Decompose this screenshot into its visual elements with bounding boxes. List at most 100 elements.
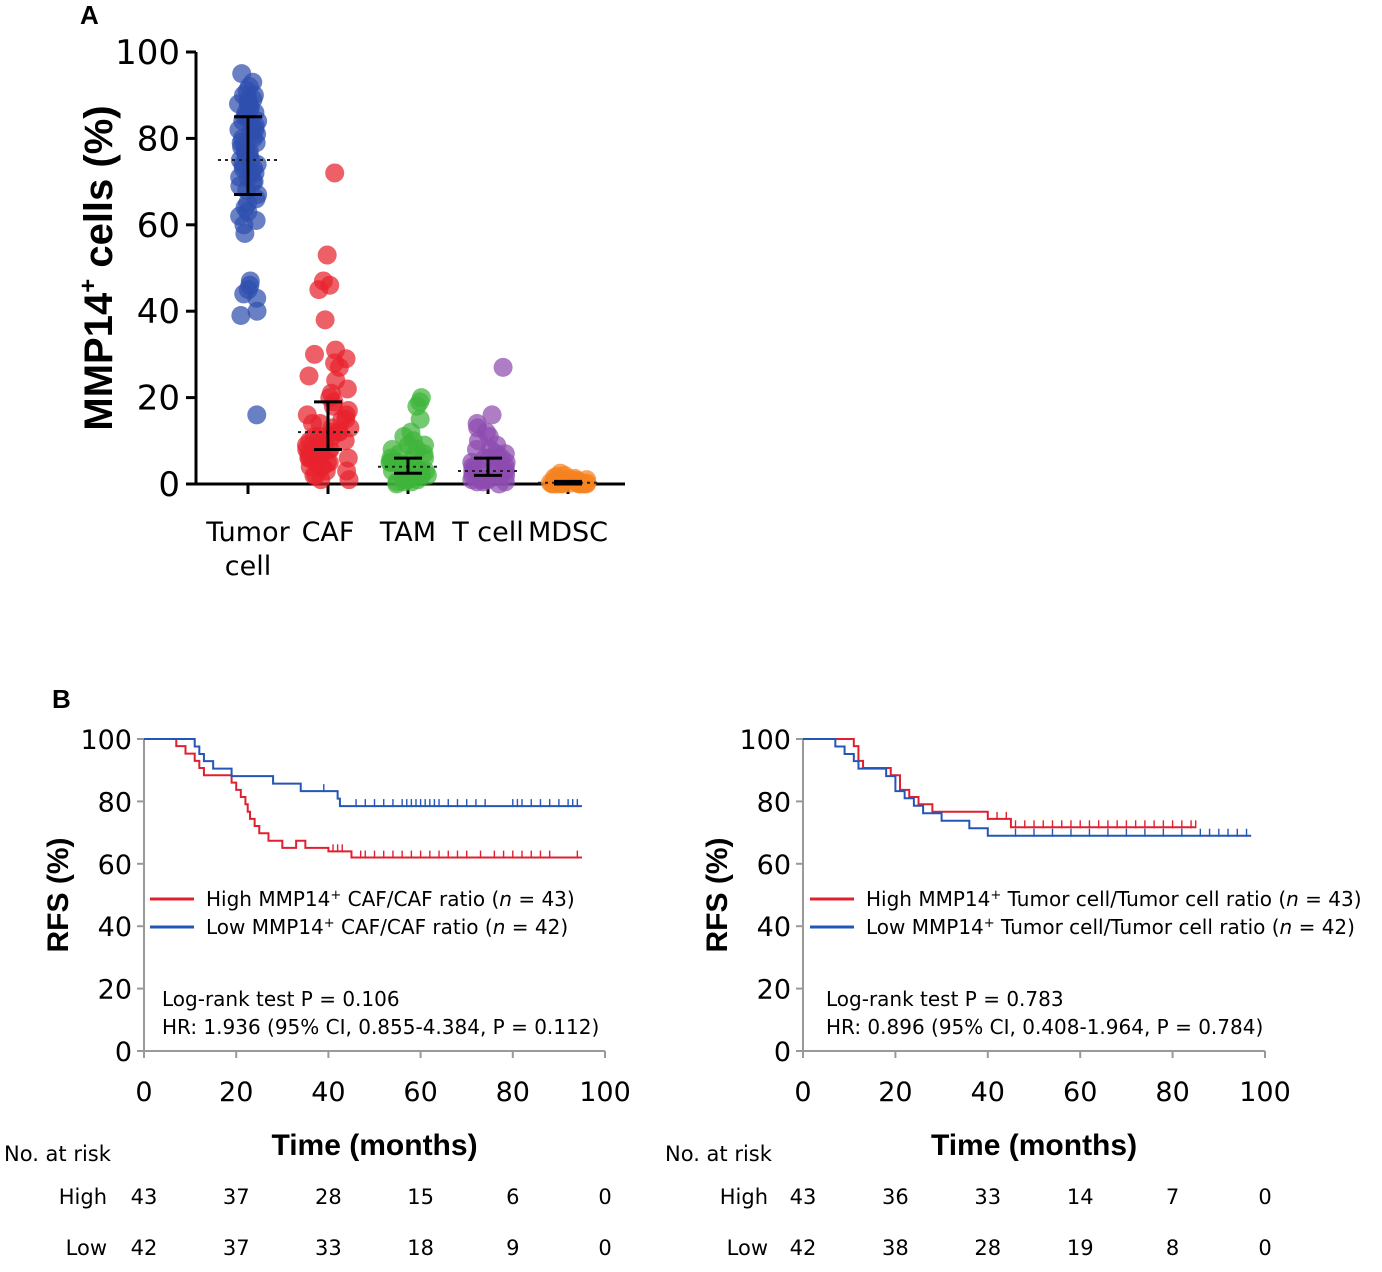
legend-n: n xyxy=(499,887,512,911)
risk-count: 28 xyxy=(974,1236,1001,1260)
category-label: MDSC xyxy=(528,517,608,548)
y-axis-title: MMP14+ cells (%) xyxy=(75,105,121,430)
risk-count: 0 xyxy=(598,1185,611,1209)
risk-table-header: No. at risk xyxy=(4,1142,112,1166)
risk-count: 0 xyxy=(598,1236,611,1260)
y-tick-label: 80 xyxy=(98,787,132,818)
x-axis-title: Time (months) xyxy=(931,1129,1137,1162)
stat-line: HR: 0.896 (95% CI, 0.408-1.964, P = 0.78… xyxy=(826,1015,1263,1039)
risk-count: 8 xyxy=(1166,1236,1179,1260)
y-tick-label: 40 xyxy=(98,912,132,943)
legend-mid: Tumor cell/Tumor cell ratio ( xyxy=(995,915,1280,939)
data-point xyxy=(315,310,335,330)
legend-prefix: Low MMP14 xyxy=(206,915,324,939)
risk-count: 42 xyxy=(131,1236,158,1260)
risk-count: 18 xyxy=(407,1236,434,1260)
x-tick-label: 60 xyxy=(403,1077,437,1108)
category-label: T cell xyxy=(451,517,524,548)
y-tick-label: 80 xyxy=(757,787,791,818)
risk-count: 33 xyxy=(974,1185,1001,1209)
stat-line: Log-rank test P = 0.106 xyxy=(162,987,400,1011)
stat-line: Log-rank test P = 0.783 xyxy=(826,987,1064,1011)
risk-count: 37 xyxy=(223,1236,250,1260)
x-tick-label: 40 xyxy=(971,1077,1005,1108)
risk-count: 36 xyxy=(882,1185,909,1209)
legend-mid: CAF/CAF ratio ( xyxy=(341,887,499,911)
data-point xyxy=(335,431,355,451)
data-point xyxy=(387,474,407,494)
legend-n: n xyxy=(1280,915,1293,939)
category-label: CAF xyxy=(302,517,355,548)
legend-prefix: Low MMP14 xyxy=(866,915,984,939)
km-curve-high xyxy=(803,738,1196,829)
x-tick-label: 0 xyxy=(794,1077,811,1108)
y-tick-label: 0 xyxy=(115,1037,132,1068)
y-tick-label: 20 xyxy=(98,975,132,1006)
legend-suffix: = 43) xyxy=(1299,887,1362,911)
km-curve-high xyxy=(144,738,582,859)
data-point xyxy=(337,379,357,399)
data-point xyxy=(317,245,337,265)
category-label: cell xyxy=(225,551,271,582)
data-point xyxy=(231,306,251,326)
legend-label-low: Low MMP14+ CAF/CAF ratio (n = 42) xyxy=(206,915,568,939)
data-point xyxy=(247,301,267,321)
x-tick-label: 0 xyxy=(135,1077,152,1108)
y-tick-label: 0 xyxy=(774,1037,791,1068)
risk-row-label: Low xyxy=(66,1236,107,1260)
legend-sup: + xyxy=(984,916,995,931)
data-point xyxy=(467,472,487,492)
km-curve-low xyxy=(144,738,582,808)
legend-label-high: High MMP14+ CAF/CAF ratio (n = 43) xyxy=(206,887,575,911)
risk-count: 15 xyxy=(407,1185,434,1209)
legend-prefix: High MMP14 xyxy=(206,887,330,911)
y-tick-label: 0 xyxy=(158,465,180,505)
x-tick-label: 100 xyxy=(1239,1077,1291,1108)
data-point xyxy=(482,405,502,425)
data-point xyxy=(247,405,267,425)
y-axis-title: RFS (%) xyxy=(42,838,75,953)
risk-count: 43 xyxy=(790,1185,817,1209)
y-tick-label: 100 xyxy=(115,33,180,73)
y-tick-label: 60 xyxy=(98,850,132,881)
y-tick-label: 20 xyxy=(757,975,791,1006)
y-axis-title-rest: cells (%) xyxy=(77,105,121,278)
x-axis-title: Time (months) xyxy=(271,1129,477,1162)
data-point xyxy=(311,470,331,490)
legend-mid: Tumor cell/Tumor cell ratio ( xyxy=(1001,887,1286,911)
x-tick-label: 40 xyxy=(311,1077,345,1108)
y-tick-label: 100 xyxy=(80,725,132,756)
risk-row-label: Low xyxy=(727,1236,768,1260)
x-tick-label: 80 xyxy=(1155,1077,1189,1108)
data-point xyxy=(493,357,513,377)
y-tick-label: 40 xyxy=(757,912,791,943)
risk-count: 7 xyxy=(1166,1185,1179,1209)
panel-b-letter: B xyxy=(52,684,71,714)
legend-suffix: = 43) xyxy=(512,887,575,911)
risk-count: 6 xyxy=(506,1185,519,1209)
y-tick-label: 80 xyxy=(137,119,180,159)
legend-suffix: = 42) xyxy=(1292,915,1355,939)
risk-table-header: No. at risk xyxy=(665,1142,773,1166)
legend-sup: + xyxy=(330,888,341,903)
data-point xyxy=(235,223,255,243)
y-tick-label: 20 xyxy=(137,379,180,419)
km-curve-low xyxy=(803,738,1252,837)
x-tick-label: 20 xyxy=(219,1077,253,1108)
risk-count: 37 xyxy=(223,1185,250,1209)
legend-sup: + xyxy=(324,916,335,931)
risk-count: 0 xyxy=(1258,1185,1271,1209)
risk-count: 42 xyxy=(790,1236,817,1260)
x-tick-label: 80 xyxy=(496,1077,530,1108)
risk-row-label: High xyxy=(720,1185,768,1209)
legend-suffix: = 42) xyxy=(505,915,568,939)
legend-n: n xyxy=(1286,887,1299,911)
legend-sup: + xyxy=(990,888,1001,903)
risk-count: 43 xyxy=(131,1185,158,1209)
y-axis-title-main: MMP14 xyxy=(77,292,121,431)
legend-label-high: High MMP14+ Tumor cell/Tumor cell ratio … xyxy=(866,887,1362,911)
